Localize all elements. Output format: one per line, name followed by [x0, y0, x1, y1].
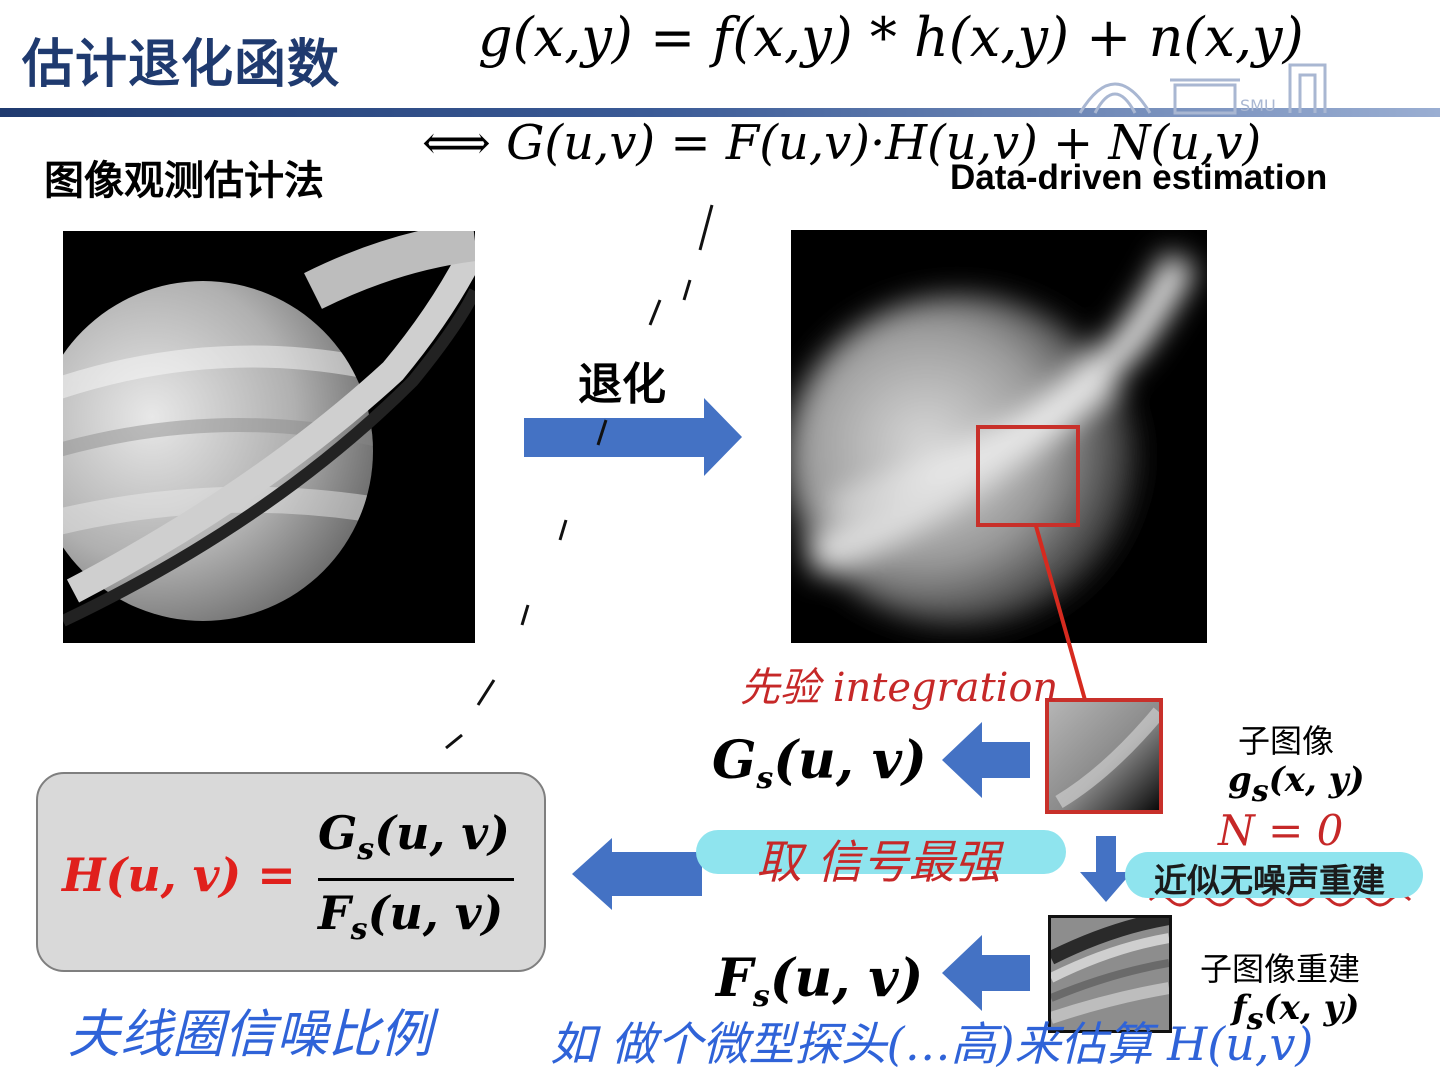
sub-image-recon-label: 子图像重建 — [1200, 950, 1361, 988]
approx-recon-label: 近似无噪声重建 — [1154, 861, 1385, 900]
sub-image-math: gs(x, y) — [1228, 760, 1365, 809]
prior-annotation: 先验 integration — [740, 665, 1059, 711]
selected-region-box[interactable] — [976, 425, 1080, 527]
arrow-left-icon — [942, 722, 1030, 798]
H-lhs: H(u, v) = — [62, 848, 296, 902]
noise-zero-annotation: N = 0 — [1218, 806, 1344, 855]
sub-image-recon-math: fs(x, y) — [1232, 988, 1360, 1037]
sub-image-thumbnail — [1045, 698, 1163, 814]
cyan-highlight — [696, 830, 1066, 874]
arrow-left-icon — [572, 838, 702, 910]
H-numerator: Gs(u, v) — [318, 806, 510, 867]
frequency-model-formula: ⟺ G(u,v) = F(u,v)·H(u,v) + N(u,v) — [422, 115, 1262, 171]
svg-text:SMU: SMU — [1240, 96, 1276, 115]
fraction-line — [318, 878, 514, 881]
sub-image-recon-thumbnail — [1048, 915, 1172, 1033]
title-divider — [0, 108, 1440, 117]
transfer-function-box — [36, 772, 546, 972]
bottom-right-annotation: 如 做个微型探头(…高)来估算 H(u,v) — [550, 1017, 1314, 1071]
saturn-degraded-image — [791, 230, 1207, 643]
degradation-model-formula: g(x,y) = f(x,y) * h(x,y) + n(x,y) — [478, 6, 1304, 69]
saturn-original-image — [63, 231, 475, 643]
method-subtitle: 图像观测估计法 — [44, 158, 324, 204]
take-strongest-annotation: 取 信号最强 — [756, 835, 1001, 889]
arrow-left-icon — [942, 935, 1030, 1011]
H-denominator: Fs(u, v) — [318, 886, 504, 947]
degrade-label: 退化 — [578, 359, 666, 410]
university-logo-icon: SMU — [1078, 63, 1327, 115]
slide-title: 估计退化函数 — [22, 35, 341, 95]
Fs-function: Fs(u, v) — [716, 948, 924, 1014]
data-driven-label: Data-driven estimation — [950, 158, 1328, 197]
arrow-right-icon — [524, 398, 742, 476]
Gs-function: Gs(u, v) — [712, 730, 927, 796]
approx-highlight — [1125, 852, 1423, 898]
sub-image-label: 子图像 — [1238, 722, 1335, 760]
arrow-down-icon — [1080, 836, 1132, 902]
bottom-left-annotation: 夫线圈信噪比例 — [68, 1005, 433, 1065]
